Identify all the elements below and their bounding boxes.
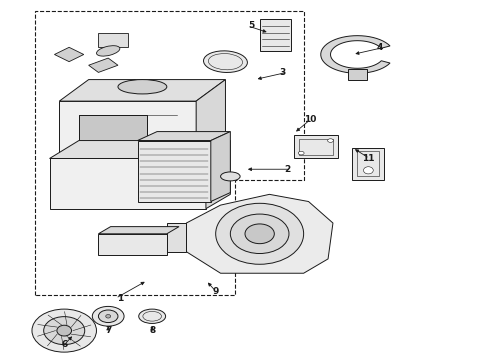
- Ellipse shape: [298, 151, 304, 155]
- Ellipse shape: [97, 46, 120, 56]
- Text: 10: 10: [304, 114, 316, 123]
- Text: 1: 1: [117, 294, 123, 303]
- Text: 4: 4: [377, 43, 383, 52]
- Polygon shape: [138, 140, 211, 202]
- Ellipse shape: [230, 214, 289, 253]
- Ellipse shape: [57, 325, 72, 336]
- Polygon shape: [79, 116, 147, 144]
- Polygon shape: [186, 194, 333, 273]
- Polygon shape: [49, 140, 230, 158]
- Ellipse shape: [32, 309, 97, 352]
- Polygon shape: [167, 223, 186, 252]
- Text: 8: 8: [149, 326, 155, 335]
- Ellipse shape: [203, 51, 247, 72]
- Polygon shape: [59, 80, 225, 101]
- Polygon shape: [98, 33, 128, 47]
- Ellipse shape: [364, 167, 373, 174]
- Polygon shape: [321, 36, 390, 73]
- Text: 2: 2: [284, 165, 291, 174]
- Ellipse shape: [220, 172, 240, 181]
- Ellipse shape: [92, 306, 124, 326]
- Text: 11: 11: [362, 154, 375, 163]
- Polygon shape: [347, 69, 367, 80]
- Polygon shape: [49, 158, 206, 209]
- Text: 9: 9: [213, 287, 219, 296]
- Polygon shape: [206, 140, 230, 209]
- Polygon shape: [138, 132, 230, 140]
- Text: 7: 7: [105, 326, 111, 335]
- Polygon shape: [294, 135, 338, 158]
- Ellipse shape: [216, 203, 304, 264]
- Ellipse shape: [118, 80, 167, 94]
- Ellipse shape: [44, 317, 85, 345]
- Polygon shape: [196, 80, 225, 158]
- Polygon shape: [59, 101, 196, 158]
- Ellipse shape: [106, 315, 111, 318]
- Ellipse shape: [245, 224, 274, 244]
- Ellipse shape: [328, 139, 333, 142]
- Polygon shape: [211, 132, 230, 202]
- Polygon shape: [98, 234, 167, 255]
- Polygon shape: [54, 47, 84, 62]
- Polygon shape: [260, 19, 292, 51]
- Text: 5: 5: [248, 21, 255, 30]
- Ellipse shape: [139, 309, 166, 323]
- Polygon shape: [352, 148, 384, 180]
- Polygon shape: [89, 58, 118, 72]
- Text: 6: 6: [61, 341, 67, 350]
- Text: 3: 3: [279, 68, 286, 77]
- Polygon shape: [98, 226, 179, 234]
- Ellipse shape: [98, 310, 118, 323]
